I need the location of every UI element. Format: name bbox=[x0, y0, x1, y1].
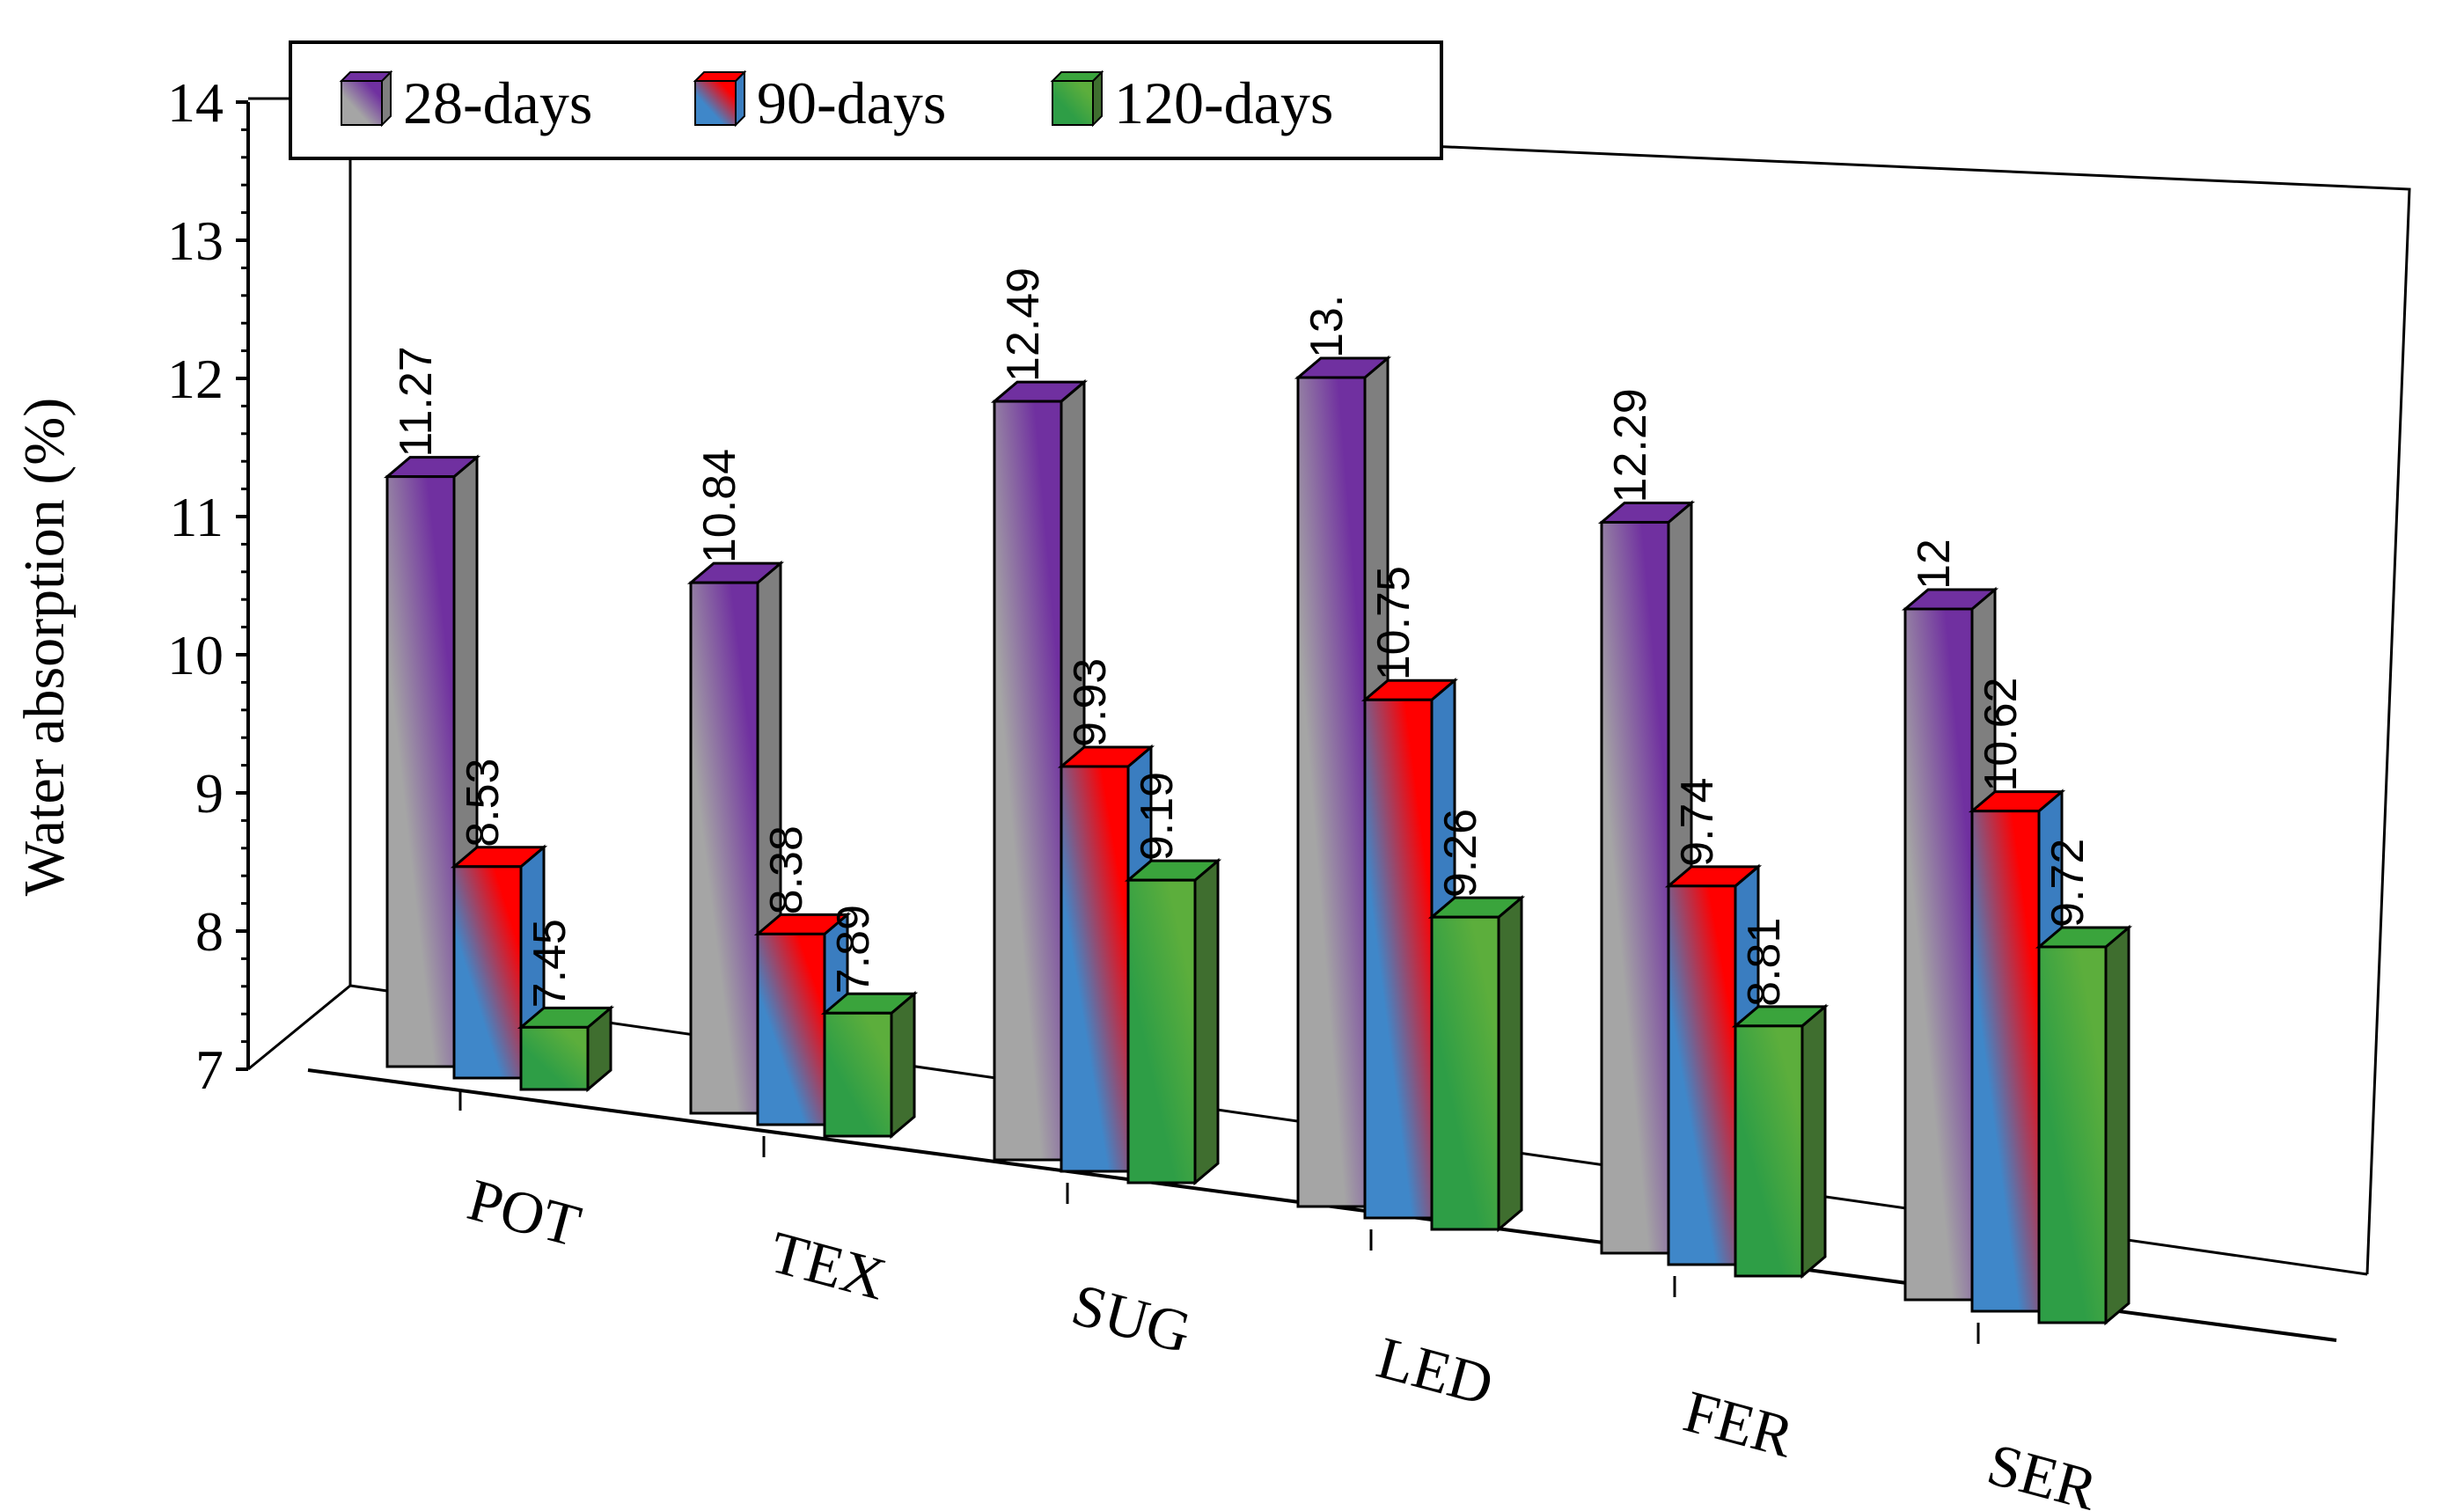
data-label-ser-90-days: 10.62 bbox=[1976, 678, 2027, 792]
bar-ser-120-days bbox=[2035, 924, 2133, 1326]
legend-entry-120-days: 120-days bbox=[1050, 70, 1333, 136]
data-label-sug-28-days: 12.49 bbox=[998, 268, 1049, 382]
legend-swatch bbox=[341, 80, 383, 126]
bar-front bbox=[1126, 878, 1197, 1185]
data-labels: 11.27 8.53 7.45 10.84 8.38 7.89 12.49 9.93 9.19 1… bbox=[391, 268, 2094, 1008]
bar-front bbox=[823, 1011, 893, 1138]
x-label-led: LED bbox=[1370, 1324, 1500, 1419]
data-label-tex-28-days: 10.84 bbox=[694, 449, 745, 563]
bar-front bbox=[1060, 765, 1130, 1173]
legend-swatch bbox=[694, 80, 737, 126]
x-label-fer: FER bbox=[1677, 1377, 1801, 1471]
bar-front bbox=[1970, 810, 2041, 1313]
data-label-tex-90-days: 8.38 bbox=[761, 825, 812, 914]
bar-led-120-days bbox=[1427, 894, 1526, 1233]
y-tick-label: 7 bbox=[195, 1038, 224, 1101]
legend-swatch-top bbox=[1050, 71, 1104, 82]
legend-swatch bbox=[1052, 80, 1094, 126]
legend-label: 90-days bbox=[757, 70, 946, 136]
bar-front bbox=[689, 581, 759, 1115]
bar-side bbox=[1193, 857, 1220, 1186]
data-label-pot-120-days: 7.45 bbox=[524, 919, 576, 1008]
x-axis: POT TEX SUG LED FER SER bbox=[458, 1089, 2105, 1511]
y-tick-label: 10 bbox=[167, 624, 224, 686]
legend-box bbox=[289, 40, 1443, 160]
data-label-sug-120-days: 9.19 bbox=[1132, 772, 1183, 861]
floor-left-edge bbox=[247, 984, 351, 1071]
data-label-pot-28-days: 11.27 bbox=[391, 346, 442, 457]
y-tick-label: 12 bbox=[167, 348, 224, 410]
y-axis-title: Water absorption (%) bbox=[12, 398, 77, 896]
data-label-pot-90-days: 8.53 bbox=[458, 759, 509, 847]
data-label-led-120-days: 9.26 bbox=[1435, 809, 1486, 898]
bar-tex-120-days bbox=[820, 991, 919, 1140]
bar-front bbox=[385, 475, 456, 1068]
x-label-ser: SER bbox=[1981, 1430, 2105, 1511]
data-label-fer-28-days: 12.29 bbox=[1605, 388, 1656, 502]
bar-front bbox=[1430, 915, 1500, 1231]
legend-label: 120-days bbox=[1114, 70, 1333, 136]
legend-swatch-top bbox=[693, 71, 747, 82]
bar-front bbox=[1734, 1024, 1804, 1278]
legend: 28-days 90-days 120-days bbox=[289, 40, 1443, 160]
bar-side bbox=[1800, 1003, 1827, 1280]
bar-front bbox=[2037, 945, 2108, 1324]
data-label-sug-90-days: 9.93 bbox=[1065, 658, 1116, 747]
legend-swatch-top bbox=[339, 71, 393, 82]
bar-front bbox=[452, 865, 523, 1080]
bar-sug-120-days bbox=[1124, 857, 1222, 1186]
bar-front bbox=[1600, 520, 1670, 1255]
bar-fer-120-days bbox=[1731, 1003, 1830, 1280]
data-label-ser-120-days: 9.72 bbox=[2042, 839, 2094, 928]
bar-front bbox=[1667, 884, 1737, 1266]
bar-pot-90-days bbox=[450, 844, 548, 1082]
bar-front bbox=[1296, 376, 1367, 1208]
data-label-led-90-days: 10.75 bbox=[1368, 566, 1419, 680]
y-tick-label: 8 bbox=[195, 900, 224, 963]
data-label-ser-28-days: 12 bbox=[1909, 539, 1960, 590]
y-tick-label: 13 bbox=[167, 209, 224, 272]
y-tick-label: 9 bbox=[195, 762, 224, 825]
x-label-tex: TEX bbox=[763, 1218, 892, 1313]
bars bbox=[383, 355, 2133, 1326]
data-label-led-28-days: 13. bbox=[1302, 295, 1353, 358]
bar-front bbox=[1363, 698, 1434, 1220]
bar-ser-28-days bbox=[1901, 586, 1999, 1303]
bar-front bbox=[993, 400, 1063, 1162]
bar-pot-28-days bbox=[383, 454, 481, 1070]
data-label-fer-120-days: 8.81 bbox=[1739, 918, 1790, 1007]
data-label-fer-90-days: 9.74 bbox=[1672, 778, 1723, 867]
bar-front bbox=[1903, 607, 1974, 1302]
data-label-tex-120-days: 7.89 bbox=[828, 905, 879, 994]
bar-front bbox=[756, 932, 826, 1126]
legend-entry-28-days: 28-days bbox=[339, 70, 592, 136]
legend-entry-90-days: 90-days bbox=[693, 70, 946, 136]
x-label-sug: SUG bbox=[1065, 1270, 1198, 1366]
legend-label: 28-days bbox=[403, 70, 592, 136]
y-tick-label: 11 bbox=[169, 486, 224, 548]
bar-front bbox=[519, 1025, 590, 1091]
bar-pot-120-days bbox=[517, 1005, 615, 1093]
y-axis: 7 8 9 10 11 12 13 14 bbox=[167, 71, 248, 1101]
bar-side bbox=[1497, 894, 1523, 1233]
bar-side bbox=[2104, 924, 2130, 1326]
y-tick-label: 14 bbox=[167, 71, 224, 134]
bar-side bbox=[890, 991, 916, 1140]
x-label-pot: POT bbox=[461, 1165, 588, 1259]
